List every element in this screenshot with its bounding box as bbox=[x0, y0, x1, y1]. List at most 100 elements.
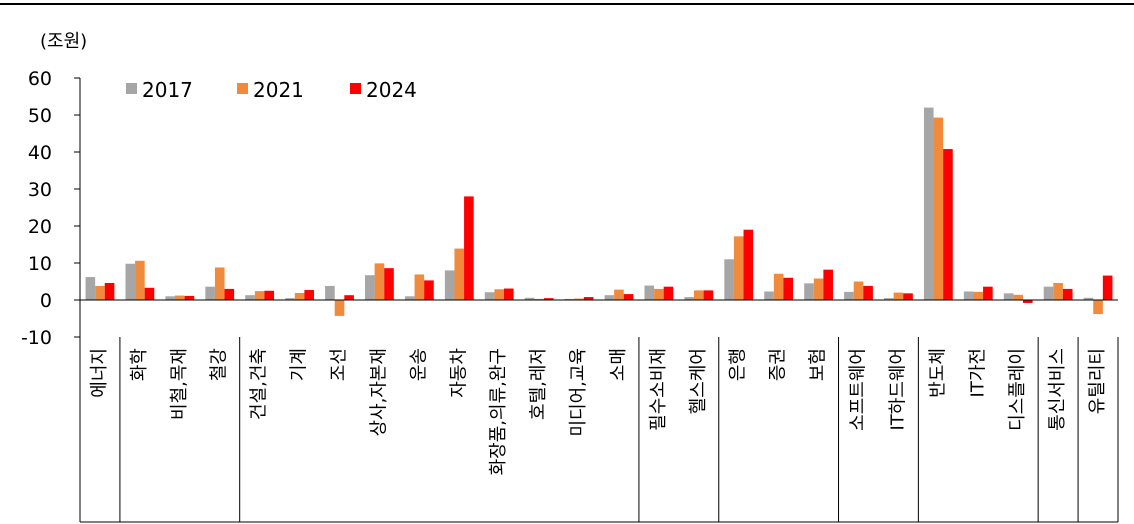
category-label: 에너지 bbox=[89, 348, 110, 398]
bar-2024-1 bbox=[104, 282, 115, 300]
bar-2021-12 bbox=[534, 298, 544, 300]
bar-2021-5 bbox=[254, 291, 265, 300]
category-label: 자동차 bbox=[448, 348, 469, 398]
category-label: 호텔,레저 bbox=[528, 348, 549, 420]
bar-2021-10 bbox=[454, 248, 465, 300]
bar-2024-10 bbox=[464, 196, 474, 300]
category-label: 철강 bbox=[209, 348, 230, 381]
bar-2024-18 bbox=[783, 277, 794, 300]
bar-2017-10 bbox=[444, 270, 455, 300]
bar-2024-2 bbox=[144, 287, 155, 300]
bar-2021-23 bbox=[973, 291, 984, 300]
category-label: 반도체 bbox=[927, 348, 948, 398]
category-label: 유틸리티 bbox=[1087, 348, 1108, 414]
bar-2017-5 bbox=[245, 295, 255, 300]
category-label: 조선 bbox=[329, 348, 350, 381]
bar-2017-16 bbox=[684, 297, 695, 300]
bar-2017-1 bbox=[85, 277, 96, 300]
legend-swatch-2024 bbox=[350, 83, 361, 94]
group-separators bbox=[119, 337, 1119, 522]
bar-2021-15 bbox=[654, 288, 664, 300]
bar-2024-15 bbox=[663, 286, 674, 300]
bar-2024-14 bbox=[623, 294, 634, 300]
bar-2024-19 bbox=[823, 269, 833, 300]
bar-2017-12 bbox=[524, 297, 535, 300]
bar-2021-26 bbox=[1093, 300, 1103, 315]
category-label: 화학 bbox=[129, 348, 150, 381]
bar-2024-7 bbox=[344, 295, 354, 300]
bar-2024-11 bbox=[503, 288, 514, 300]
bar-2021-19 bbox=[813, 278, 824, 300]
bar-2021-6 bbox=[294, 292, 305, 300]
bar-2021-24 bbox=[1013, 294, 1023, 300]
bar-2024-20 bbox=[863, 285, 873, 300]
bar-2017-19 bbox=[804, 283, 814, 300]
category-label: 보험 bbox=[808, 348, 829, 381]
bar-2021-17 bbox=[733, 236, 744, 300]
bar-2024-21 bbox=[903, 293, 913, 300]
category-label: 헬스케어 bbox=[688, 348, 709, 414]
bar-2021-3 bbox=[175, 295, 185, 300]
bar-2021-16 bbox=[694, 290, 704, 300]
bar-2017-21 bbox=[884, 298, 894, 300]
bar-2017-26 bbox=[1083, 297, 1094, 300]
bar-2024-24 bbox=[1022, 300, 1033, 303]
bar-2017-2 bbox=[125, 263, 136, 300]
y-tick-label: 60 bbox=[28, 68, 52, 90]
category-labels: 에너지 화학 비철,목재 철강 건설,건축 기계 조선 상사,자본재 운송 자동차 화장품,의류,완… bbox=[89, 348, 1108, 476]
category-label: 통신서비스 bbox=[1047, 348, 1068, 431]
bar-2024-8 bbox=[384, 268, 394, 300]
bar-2021-14 bbox=[614, 289, 624, 300]
bar-2024-4 bbox=[224, 288, 235, 300]
y-tick-label: 40 bbox=[28, 142, 52, 164]
bar-2021-9 bbox=[414, 274, 425, 300]
bar-2024-26 bbox=[1102, 275, 1113, 300]
bar-2024-16 bbox=[703, 290, 714, 300]
bar-2017-25 bbox=[1043, 286, 1054, 300]
bar-2017-20 bbox=[844, 291, 854, 300]
bar-2021-20 bbox=[853, 281, 864, 300]
bar-2021-13 bbox=[574, 298, 584, 300]
bar-2017-22 bbox=[923, 107, 934, 300]
bar-2017-17 bbox=[724, 259, 734, 300]
bar-2024-6 bbox=[304, 290, 314, 300]
legend: 2017 2021 2024 bbox=[126, 78, 417, 102]
bar-2021-2 bbox=[135, 260, 145, 300]
category-label: 미디어,교육 bbox=[568, 348, 589, 437]
bar-2021-22 bbox=[933, 117, 944, 300]
bar-2021-1 bbox=[95, 285, 105, 300]
bar-2017-13 bbox=[564, 298, 575, 300]
bar-2017-14 bbox=[604, 295, 615, 300]
bar-2024-9 bbox=[424, 280, 434, 300]
bar-2017-15 bbox=[644, 285, 655, 300]
bar-2024-25 bbox=[1062, 288, 1073, 300]
bar-2021-11 bbox=[494, 289, 504, 300]
bar-2024-13 bbox=[583, 297, 594, 300]
legend-label: 2024 bbox=[366, 78, 417, 102]
bar-2024-22 bbox=[943, 149, 953, 300]
legend-label: 2017 bbox=[142, 78, 193, 102]
category-label: 증권 bbox=[768, 348, 789, 381]
bar-2024-3 bbox=[184, 295, 195, 300]
category-label: IT하드웨어 bbox=[887, 348, 908, 431]
bar-2017-4 bbox=[205, 286, 215, 300]
category-label: 디스플레이 bbox=[1007, 348, 1028, 431]
bar-2017-3 bbox=[165, 296, 176, 300]
category-label: 은행 bbox=[728, 348, 749, 381]
bars bbox=[85, 107, 1113, 316]
bar-2021-8 bbox=[374, 263, 385, 300]
bar-2017-8 bbox=[365, 275, 375, 300]
category-label: 운송 bbox=[408, 348, 429, 381]
category-label: 건설,건축 bbox=[249, 348, 270, 420]
legend-swatch-2021 bbox=[237, 83, 248, 94]
bar-2017-11 bbox=[484, 292, 495, 300]
y-axis-tick-labels: 60 50 40 30 20 10 0 -10 bbox=[21, 68, 52, 349]
category-label: IT가전 bbox=[967, 348, 988, 397]
y-tick-label: 0 bbox=[40, 290, 52, 312]
y-axis-tick-marks bbox=[74, 77, 80, 338]
bar-2024-17 bbox=[743, 229, 754, 300]
bar-2017-18 bbox=[764, 291, 774, 300]
legend-swatch-2017 bbox=[126, 83, 137, 94]
bar-2021-7 bbox=[334, 300, 345, 316]
